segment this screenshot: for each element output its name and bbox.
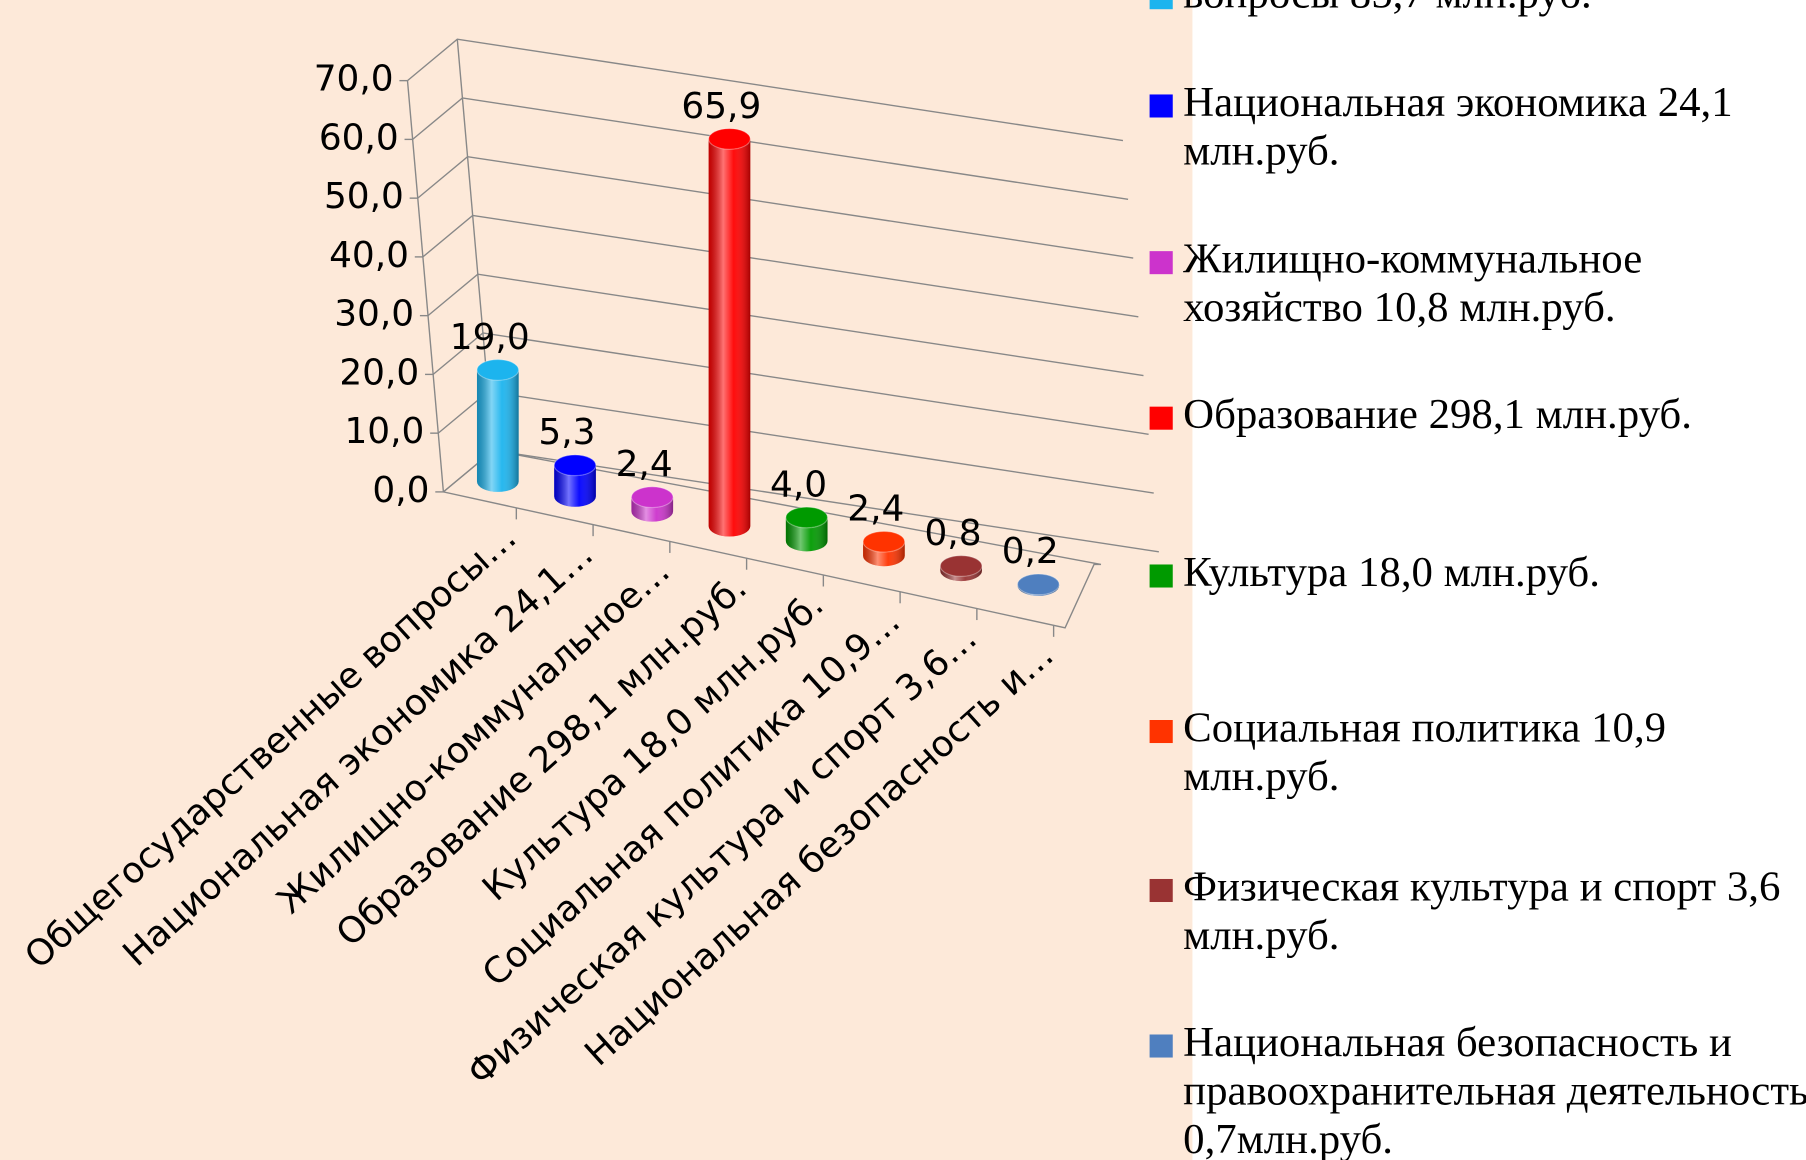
legend-label: Образование 298,1 млн.руб.	[1183, 391, 1692, 438]
y-tick-label: 30,0	[334, 294, 414, 335]
legend-label: Физическая культура и спорт 3,6 млн.руб.	[1183, 863, 1780, 958]
legend-swatch	[1149, 94, 1173, 118]
data-label: 2,4	[616, 444, 673, 485]
y-tick-label: 20,0	[339, 352, 419, 393]
y-axis	[406, 80, 445, 492]
bar-shade	[785, 517, 828, 552]
y-tick-label: 70,0	[314, 59, 394, 100]
bar-top	[785, 506, 829, 529]
legend-swatch	[1149, 878, 1173, 903]
bar-shade	[863, 541, 905, 567]
bar-top	[939, 555, 983, 577]
bar-top	[553, 454, 597, 477]
legend-label: Социальная политика 10,9 млн.руб.	[1183, 704, 1666, 799]
bar-top	[476, 358, 520, 381]
data-label: 2,4	[847, 489, 904, 530]
y-tick-label: 0,0	[372, 470, 429, 511]
legend-label: вопросы 85,7 млн.руб.	[1183, 0, 1592, 17]
legend-label: Культура 18,0 млн.руб.	[1183, 549, 1600, 596]
data-label: 4,0	[770, 464, 827, 505]
y-tick-label: 40,0	[329, 235, 409, 276]
y-tick-label: 10,0	[344, 411, 424, 452]
legend-swatch	[1149, 564, 1173, 588]
legend-swatch	[1149, 0, 1173, 10]
chart-background	[0, 0, 1193, 1160]
legend-swatch	[1149, 406, 1173, 430]
bar-top	[862, 530, 906, 553]
y-tick-label: 60,0	[319, 117, 399, 158]
data-label: 0,2	[1002, 531, 1059, 572]
legend-label: Национальная экономика 24,1 млн.руб.	[1183, 79, 1732, 174]
bar-shade	[476, 369, 519, 492]
legend-swatch	[1149, 251, 1173, 275]
data-label: 5,3	[538, 412, 595, 453]
bar-top	[630, 486, 674, 509]
legend-label: Жилищно-коммунальное хозяйство 10,8 млн.р…	[1183, 236, 1642, 331]
legend-swatch	[1149, 1034, 1173, 1058]
bar-top	[1016, 573, 1060, 596]
data-label: 65,9	[681, 86, 761, 127]
data-label: 0,8	[924, 513, 981, 554]
bar-shade	[631, 497, 674, 522]
y-tick-label: 50,0	[324, 176, 404, 217]
legend-label: Национальная безопасность и правоохраните…	[1183, 1019, 1806, 1160]
bar-shade	[940, 566, 982, 582]
data-label: 19,0	[450, 317, 530, 358]
bar-shade	[708, 138, 751, 537]
legend-swatch	[1149, 719, 1173, 744]
bar-top	[708, 127, 751, 150]
bar-shade	[554, 465, 596, 507]
